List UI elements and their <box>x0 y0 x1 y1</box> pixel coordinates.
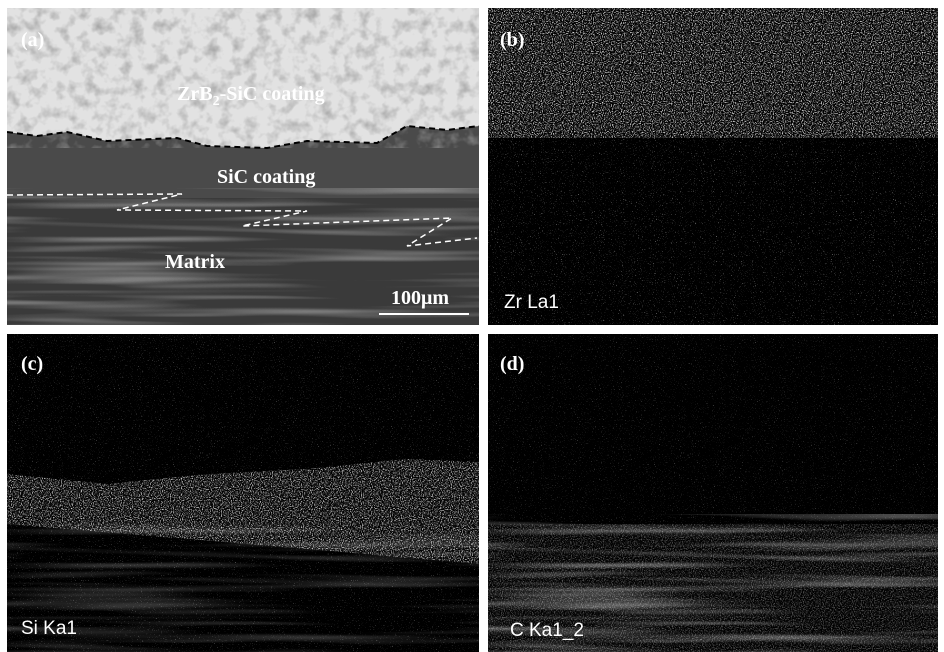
panel-tag: (a) <box>21 29 44 51</box>
si-streaks <box>7 524 479 652</box>
matrix-label: Matrix <box>165 251 225 273</box>
scale-bar-label: 100μm <box>391 287 449 309</box>
panel-b: (b) Zr La1 <box>488 8 938 325</box>
sic-label: SiC coating <box>217 166 315 188</box>
element-label: Zr La1 <box>504 292 559 313</box>
panel-a: (a) ZrB2-SiC coating SiC coating Matrix … <box>7 8 479 325</box>
panel-c: (c) Si Ka1 <box>7 334 479 652</box>
zr-rich-region <box>488 8 938 138</box>
element-label: Si Ka1 <box>21 618 77 639</box>
element-label: C Ka1_2 <box>510 620 584 641</box>
panel-d: (d) C Ka1_2 <box>488 334 938 652</box>
panel-tag: (c) <box>21 353 43 375</box>
panel-tag: (b) <box>500 29 524 51</box>
figure: (a) ZrB2-SiC coating SiC coating Matrix … <box>0 0 944 652</box>
panel-tag: (d) <box>500 353 524 375</box>
